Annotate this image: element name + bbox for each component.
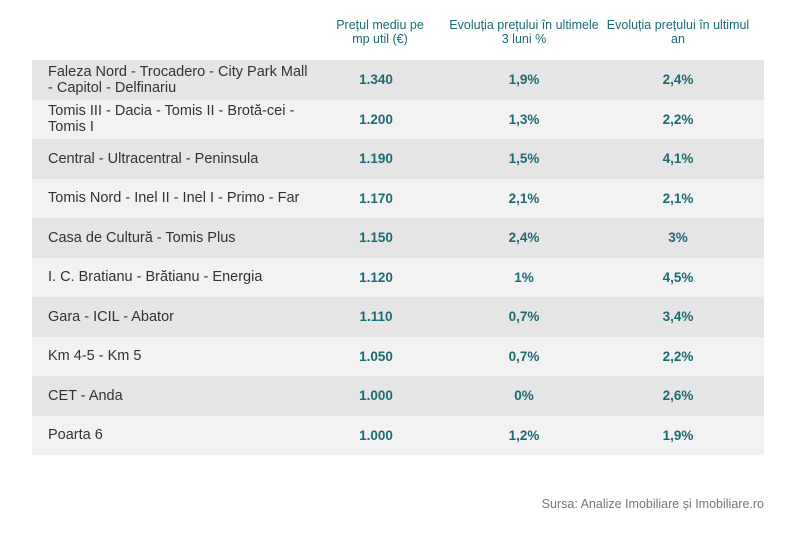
table-row: Faleza Nord - Trocadero - City Park Mall… xyxy=(32,60,764,100)
table-row: Tomis Nord - Inel II - Inel I - Primo - … xyxy=(32,178,764,218)
evol3-value: 2,1% xyxy=(508,190,540,206)
price-table: Prețul mediu pe mp util (€) Evoluția pre… xyxy=(32,0,764,455)
table-row: Tomis III - Dacia - Tomis II - Brotă-cei… xyxy=(32,99,764,139)
table-row: Central - Ultracentral - Peninsula 1.190… xyxy=(32,139,764,179)
evol-year-value: 1,9% xyxy=(662,427,694,443)
zone-name: Gara - ICIL - Abator xyxy=(48,308,174,325)
header-evolution-year: Evoluția prețului în ultimul an xyxy=(606,18,750,46)
header-price: Prețul mediu pe mp util (€) xyxy=(336,18,424,46)
zone-name: Tomis Nord - Inel II - Inel I - Primo - … xyxy=(48,190,300,207)
price-value: 1.150 xyxy=(359,230,393,246)
evol3-value: 1,5% xyxy=(508,151,540,167)
evol-year-value: 3% xyxy=(668,230,688,246)
evol-year-value: 3,4% xyxy=(662,309,694,325)
evol3-value: 0,7% xyxy=(508,309,540,325)
table-header: Prețul mediu pe mp util (€) Evoluția pre… xyxy=(32,0,764,60)
zone-name: I. C. Bratianu - Brătianu - Energia xyxy=(48,269,263,286)
price-value: 1.340 xyxy=(359,72,393,88)
price-value: 1.110 xyxy=(359,309,393,325)
evol3-value: 0% xyxy=(514,388,534,404)
evol-year-value: 2,2% xyxy=(662,348,694,364)
zone-name: Km 4-5 - Km 5 xyxy=(48,348,142,365)
evol-year-value: 4,5% xyxy=(662,269,694,285)
table-row: Casa de Cultură - Tomis Plus 1.150 2,4% … xyxy=(32,218,764,258)
price-value: 1.190 xyxy=(359,151,393,167)
zone-name: Central - Ultracentral - Peninsula xyxy=(48,150,259,167)
table-row: Gara - ICIL - Abator 1.110 0,7% 3,4% xyxy=(32,297,764,337)
zone-name: Casa de Cultură - Tomis Plus xyxy=(48,229,236,246)
table-row: Poarta 6 1.000 1,2% 1,9% xyxy=(32,415,764,455)
table-row: Km 4-5 - Km 5 1.050 0,7% 2,2% xyxy=(32,336,764,376)
evol3-value: 1,2% xyxy=(508,427,540,443)
evol3-value: 1,9% xyxy=(508,72,540,88)
evol3-value: 0,7% xyxy=(508,348,540,364)
table-row: I. C. Bratianu - Brătianu - Energia 1.12… xyxy=(32,257,764,297)
table-row: CET - Anda 1.000 0% 2,6% xyxy=(32,376,764,416)
price-value: 1.000 xyxy=(359,427,393,443)
zone-name: Poarta 6 xyxy=(48,427,103,444)
evol-year-value: 2,6% xyxy=(662,388,694,404)
price-value: 1.200 xyxy=(359,111,393,127)
price-value: 1.000 xyxy=(359,388,393,404)
zone-name: Tomis III - Dacia - Tomis II - Brotă-cei… xyxy=(48,103,295,136)
source-caption: Sursa: Analize Imobiliare și Imobiliare.… xyxy=(541,497,764,511)
evol3-value: 2,4% xyxy=(508,230,540,246)
evol3-value: 1,3% xyxy=(508,111,540,127)
price-value: 1.050 xyxy=(359,348,393,364)
zone-name: CET - Anda xyxy=(48,387,123,404)
evol3-value: 1% xyxy=(514,269,534,285)
evol-year-value: 2,1% xyxy=(662,190,694,206)
evol-year-value: 4,1% xyxy=(662,151,694,167)
price-value: 1.120 xyxy=(359,269,393,285)
evol-year-value: 2,4% xyxy=(662,72,694,88)
zone-name: Faleza Nord - Trocadero - City Park Mall… xyxy=(48,63,308,96)
header-evolution-3-months: Evoluția prețului în ultimele 3 luni % xyxy=(449,18,599,46)
price-value: 1.170 xyxy=(359,190,393,206)
evol-year-value: 2,2% xyxy=(662,111,694,127)
